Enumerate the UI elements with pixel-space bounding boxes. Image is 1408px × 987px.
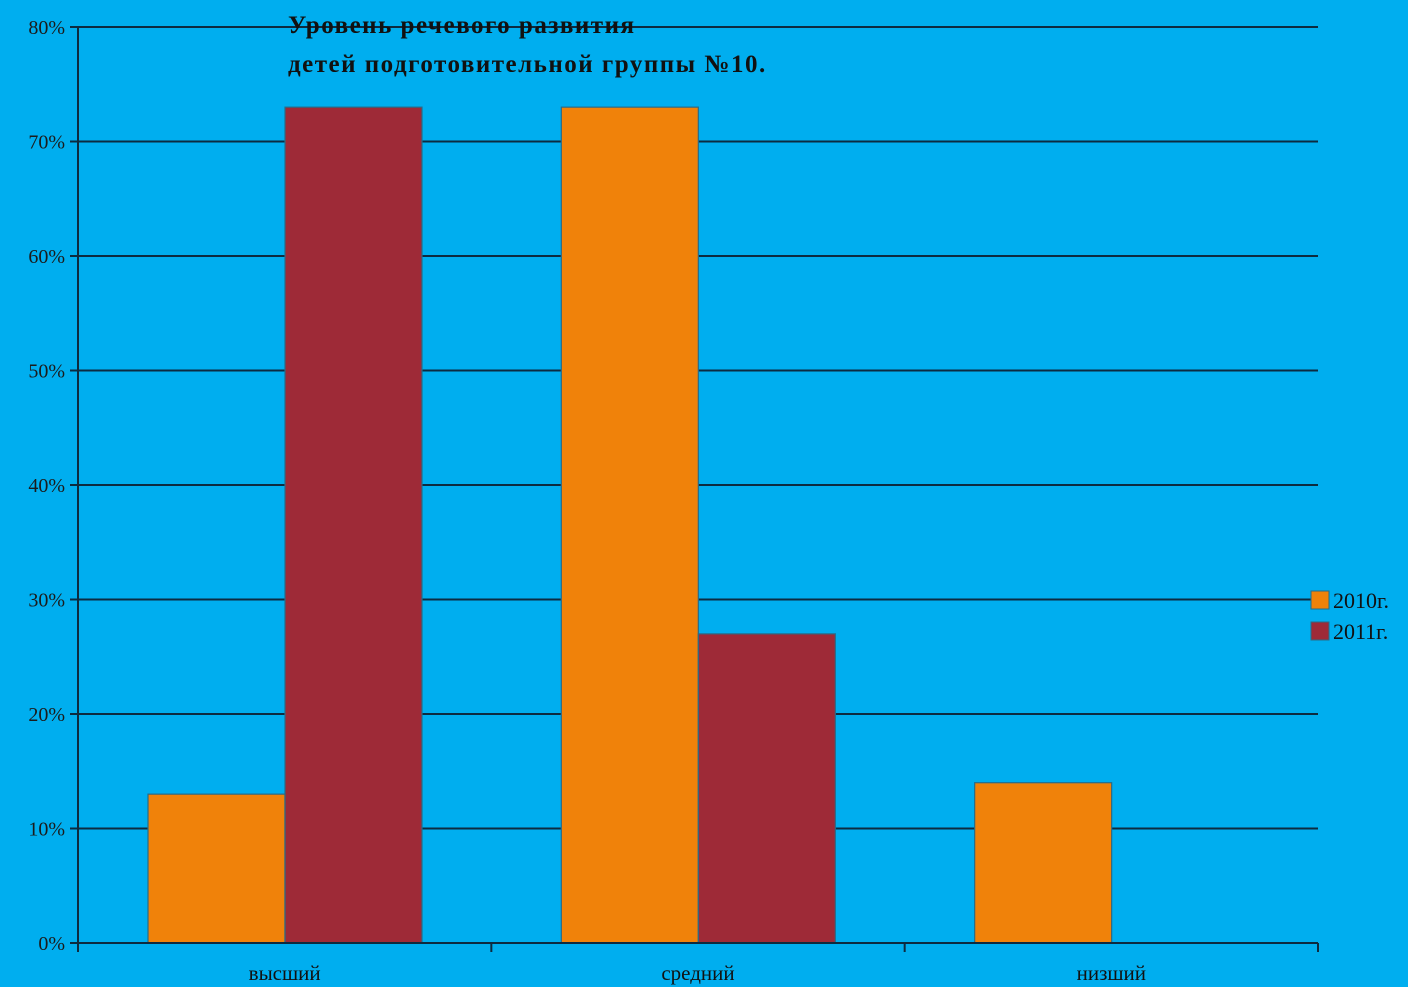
bar-0-0 — [147, 793, 286, 944]
x-axis-labels: высший средний низший — [249, 961, 1146, 985]
y-tick-label: 30% — [28, 590, 65, 612]
chart-title-line-2: детей подготовительной группы №10. — [288, 51, 767, 78]
bar-2-0 — [974, 782, 1113, 944]
x-tick-label: низший — [1077, 961, 1146, 985]
x-tick-label: средний — [661, 961, 734, 985]
y-axis-ticks: 0% 10% 20% 30% 40% 50% 60% 70% 80% — [28, 17, 78, 955]
bars — [147, 106, 1113, 944]
y-tick-label: 50% — [28, 361, 65, 383]
axes — [77, 27, 1319, 952]
x-tick-label: высший — [249, 961, 321, 985]
y-tick-label: 60% — [28, 246, 65, 268]
y-tick-label: 20% — [28, 704, 65, 726]
legend-swatch-1 — [1310, 621, 1330, 641]
y-tick-label: 0% — [38, 933, 65, 955]
chart-title-line-1: Уровень речевого развития — [288, 12, 636, 39]
legend-swatch-0 — [1310, 590, 1330, 610]
y-tick-label: 70% — [28, 132, 65, 154]
bar-1-0 — [560, 106, 699, 944]
y-tick-label: 10% — [28, 819, 65, 841]
y-tick-label: 40% — [28, 475, 65, 497]
legend: 2010г. 2011г. — [1310, 588, 1389, 644]
y-tick-label: 80% — [28, 17, 65, 39]
bar-0-1 — [284, 106, 423, 944]
legend-label-1: 2011г. — [1333, 619, 1388, 644]
bar-1-1 — [697, 633, 836, 944]
legend-label-0: 2010г. — [1333, 588, 1389, 613]
